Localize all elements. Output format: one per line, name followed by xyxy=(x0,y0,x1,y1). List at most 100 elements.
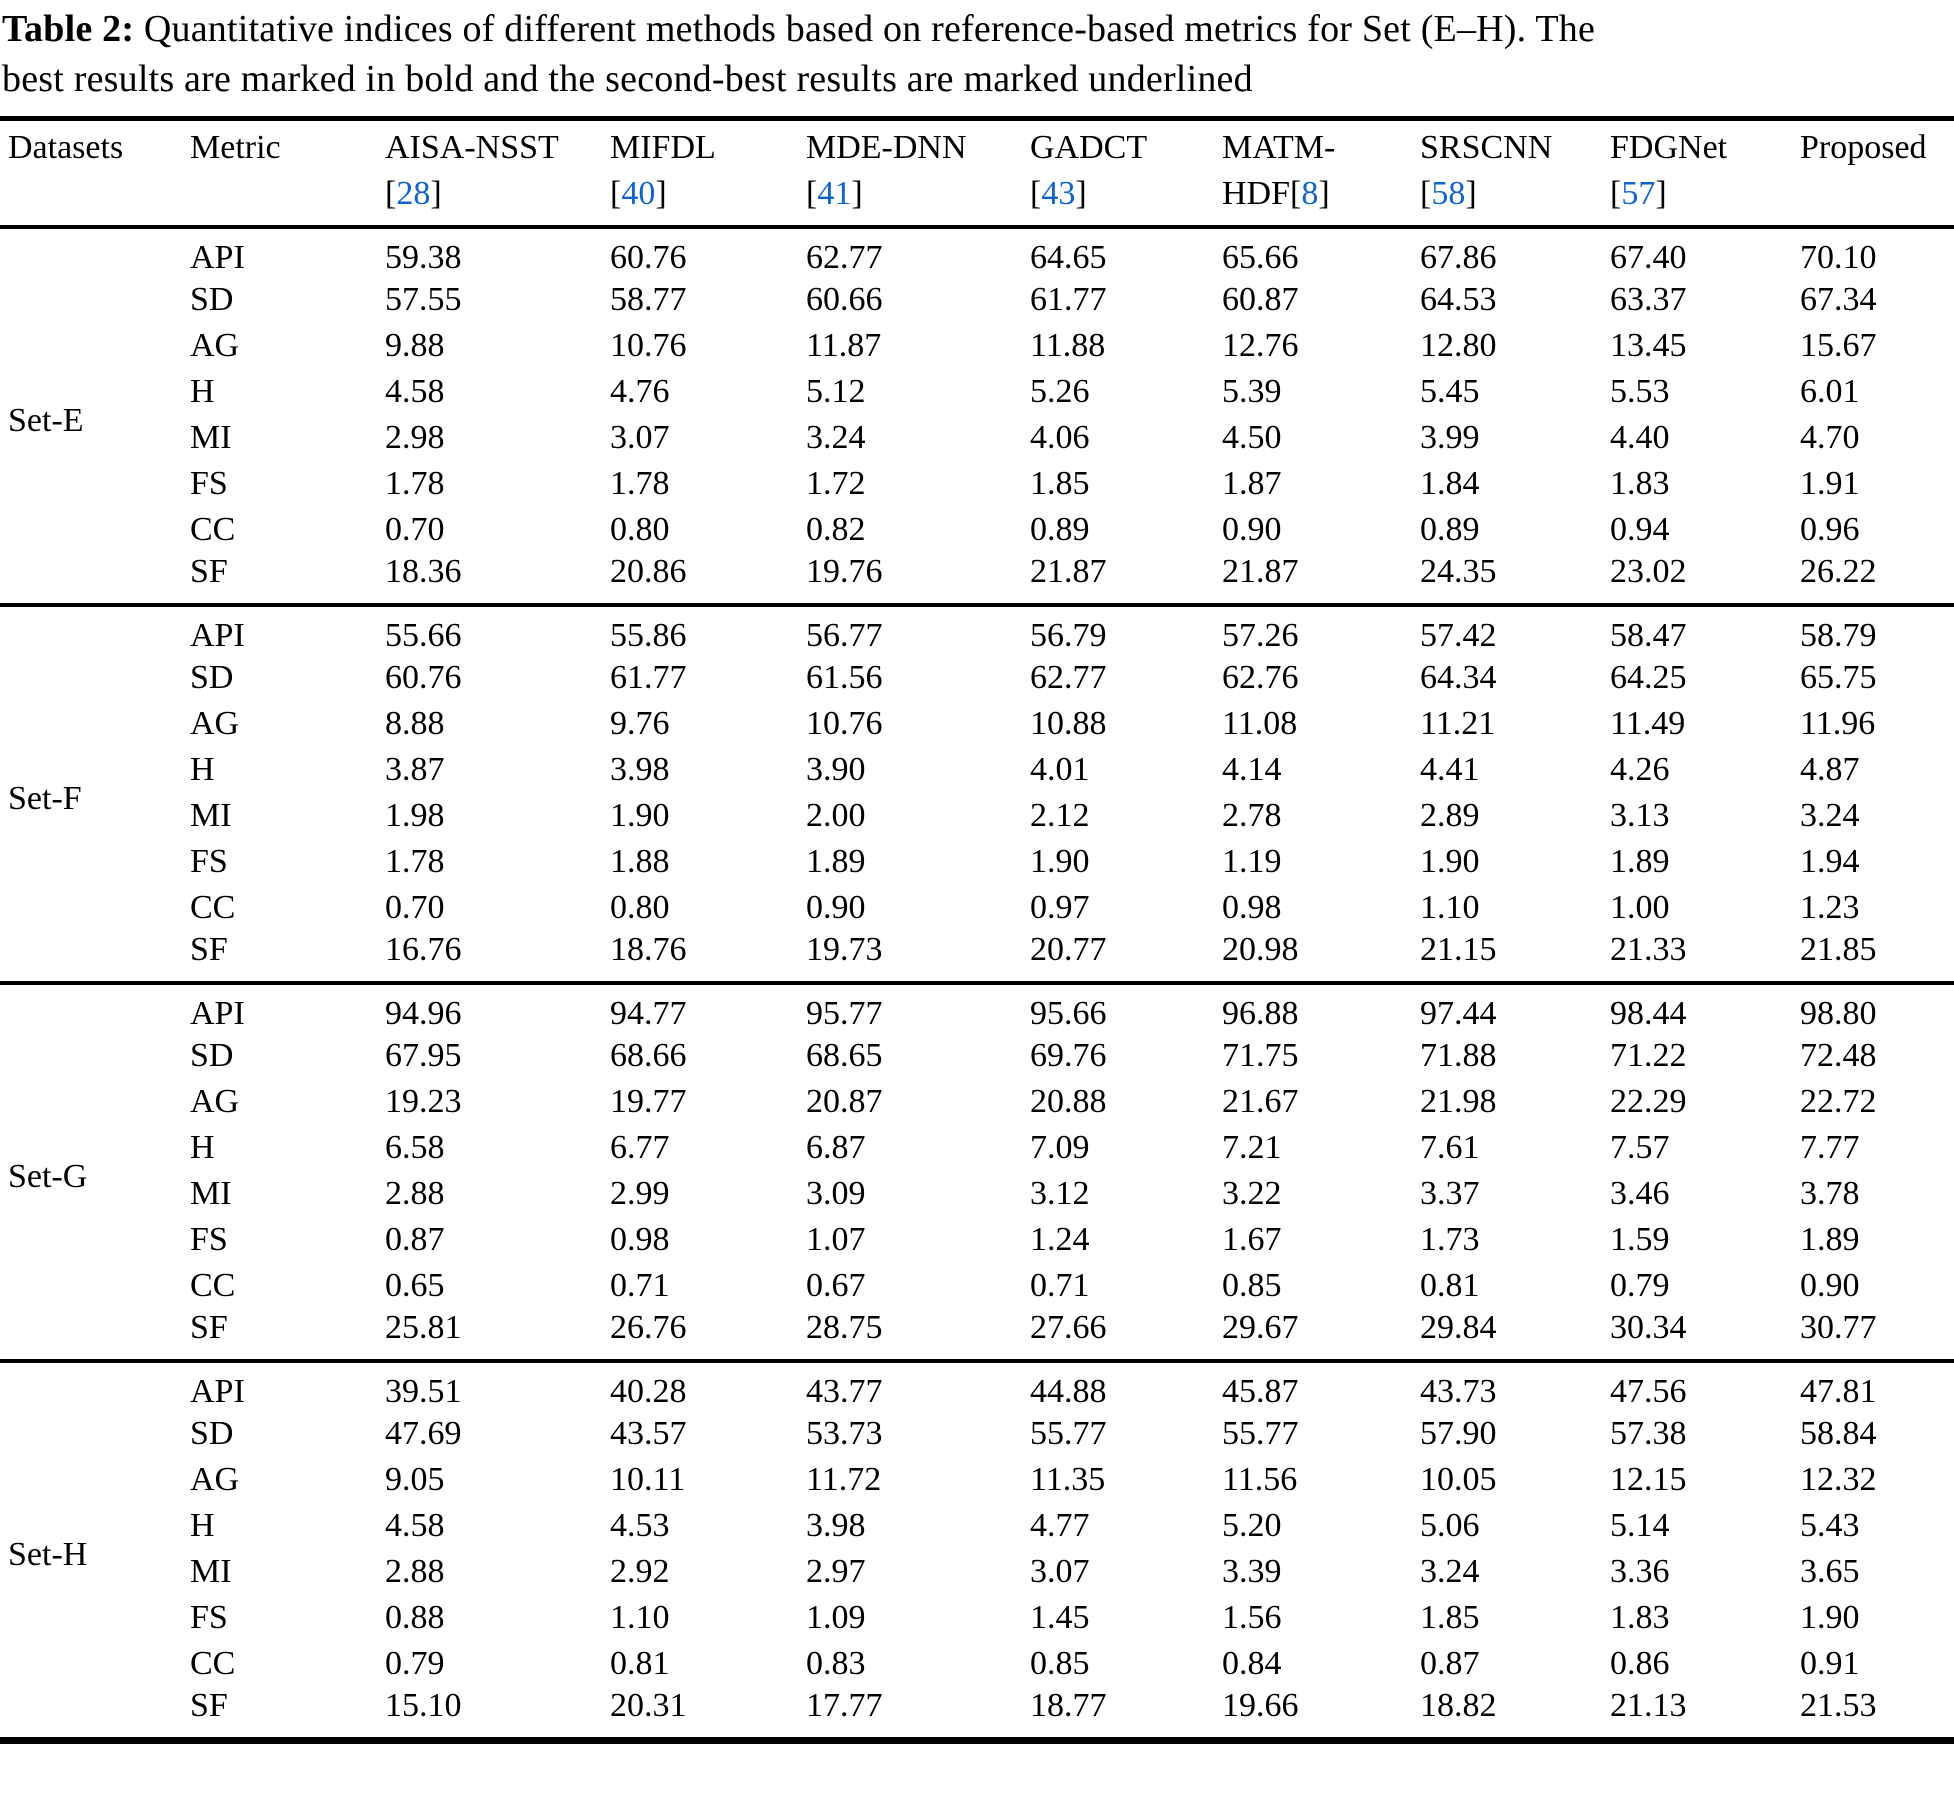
value-cell: 45.87 xyxy=(1222,1373,1299,1410)
value-cell: 67.34 xyxy=(1800,281,1877,318)
value-cell: 25.81 xyxy=(385,1309,462,1346)
value-cell: 3.78 xyxy=(1800,1175,1860,1212)
table-row: SD 57.55 58.77 60.66 61.77 60.87 64.53 63.37 67.… xyxy=(0,277,1954,323)
citation-bracket-open: [ xyxy=(806,175,818,212)
header-row: Datasets Metric AISA-NSST [28] MIFDL [40] MDE-… xyxy=(0,119,1954,228)
value-cell: 57.26 xyxy=(1222,617,1299,654)
value-cell: 1.10 xyxy=(610,1599,670,1636)
method-citation: [58] xyxy=(1420,171,1610,217)
value-cell: 58.77 xyxy=(610,281,687,318)
method-citation: [57] xyxy=(1610,171,1800,217)
value-cell: 21.15 xyxy=(1420,931,1497,968)
value-cell: 2.99 xyxy=(610,1175,670,1212)
value-cell: 0.90 xyxy=(1222,511,1282,548)
value-cell: 55.77 xyxy=(1030,1415,1107,1452)
value-cell: 8.88 xyxy=(385,705,445,742)
citation-link[interactable]: 43 xyxy=(1041,175,1076,212)
value-cell: 0.81 xyxy=(610,1645,670,1682)
value-cell: 53.73 xyxy=(806,1415,883,1452)
citation-link[interactable]: 41 xyxy=(817,175,852,212)
value-cell: 5.12 xyxy=(806,373,866,410)
table-row: FS 1.78 1.78 1.72 1.85 1.87 1.84 1.83 1.91 xyxy=(0,461,1954,507)
value-cell: 17.77 xyxy=(806,1687,883,1724)
value-cell: 3.22 xyxy=(1222,1175,1282,1212)
metric-label: FS xyxy=(190,465,228,502)
metric-label: CC xyxy=(190,1645,236,1682)
citation-link[interactable]: 57 xyxy=(1621,175,1656,212)
value-cell: 71.22 xyxy=(1610,1037,1687,1074)
value-cell: 18.36 xyxy=(385,553,462,590)
table-row: SF 18.36 20.86 19.76 21.87 21.87 24.35 23.02 26.… xyxy=(0,553,1954,605)
table-row: Set-F API 55.66 55.86 56.77 56.79 57.26 57.42 58… xyxy=(0,605,1954,817)
value-cell: 0.88 xyxy=(385,1599,445,1636)
metric-label: H xyxy=(190,1129,215,1166)
value-cell: 63.37 xyxy=(1610,281,1687,318)
value-cell: 1.89 xyxy=(806,843,866,880)
value-cell: 60.87 xyxy=(1222,281,1299,318)
value-cell: 3.87 xyxy=(385,751,445,788)
value-cell: 4.14 xyxy=(1222,751,1282,788)
value-cell: 67.86 xyxy=(1420,239,1497,276)
value-cell: 22.72 xyxy=(1800,1083,1877,1120)
citation-link[interactable]: 28 xyxy=(396,175,431,212)
value-cell: 61.56 xyxy=(806,659,883,696)
table-row: SD 67.95 68.66 68.65 69.76 71.75 71.88 71.22 72.… xyxy=(0,1033,1954,1079)
value-cell: 2.88 xyxy=(385,1175,445,1212)
col-header-mde-dnn: MDE-DNN [41] xyxy=(806,119,1030,228)
value-cell: 5.45 xyxy=(1420,373,1480,410)
value-cell: 12.32 xyxy=(1800,1461,1877,1498)
value-cell: 64.53 xyxy=(1420,281,1497,318)
dataset-label: Set-F xyxy=(8,780,82,817)
value-cell: 3.24 xyxy=(806,419,866,456)
value-cell: 10.88 xyxy=(1030,705,1107,742)
metric-label: FS xyxy=(190,1599,228,1636)
value-cell: 18.82 xyxy=(1420,1687,1497,1724)
value-cell: 0.80 xyxy=(610,889,670,926)
value-cell: 61.77 xyxy=(1030,281,1107,318)
table-row: MI 2.98 3.07 3.24 4.06 4.50 3.99 4.40 4.70 xyxy=(0,415,1954,461)
dataset-block-set-f: Set-F API 55.66 55.86 56.77 56.79 57.26 57.42 58… xyxy=(0,605,1954,983)
value-cell: 3.07 xyxy=(610,419,670,456)
value-cell: 70.10 xyxy=(1800,239,1877,276)
value-cell: 3.46 xyxy=(1610,1175,1670,1212)
method-name: MIFDL xyxy=(610,129,716,166)
value-cell: 1.78 xyxy=(610,465,670,502)
value-cell: 0.85 xyxy=(1222,1267,1282,1304)
citation-bracket-close: ] xyxy=(1075,175,1087,212)
value-cell: 1.89 xyxy=(1800,1221,1860,1258)
table-header: Datasets Metric AISA-NSST [28] MIFDL [40] MDE-… xyxy=(0,119,1954,228)
value-cell: 0.86 xyxy=(1610,1645,1670,1682)
value-cell: 67.95 xyxy=(385,1037,462,1074)
value-cell: 0.98 xyxy=(1222,889,1282,926)
value-cell: 26.76 xyxy=(610,1309,687,1346)
citation-link[interactable]: 58 xyxy=(1431,175,1466,212)
value-cell: 0.81 xyxy=(1420,1267,1480,1304)
value-cell: 1.91 xyxy=(1800,465,1860,502)
citation-link[interactable]: 40 xyxy=(621,175,656,212)
method-name: MATM- xyxy=(1222,129,1336,166)
table-row: SF 25.81 26.76 28.75 27.66 29.67 29.84 30.34 30.… xyxy=(0,1309,1954,1361)
table-caption: Table 2: Quantitative indices of differe… xyxy=(2,4,1954,104)
value-cell: 3.36 xyxy=(1610,1553,1670,1590)
citation-link[interactable]: 8 xyxy=(1301,175,1319,212)
value-cell: 68.65 xyxy=(806,1037,883,1074)
value-cell: 1.09 xyxy=(806,1599,866,1636)
value-cell: 39.51 xyxy=(385,1373,462,1410)
col-header-gadct: GADCT [43] xyxy=(1030,119,1222,228)
value-cell: 0.71 xyxy=(610,1267,670,1304)
value-cell: 11.56 xyxy=(1222,1461,1298,1498)
value-cell: 0.79 xyxy=(1610,1267,1670,1304)
value-cell: 65.66 xyxy=(1222,239,1299,276)
value-cell: 47.56 xyxy=(1610,1373,1687,1410)
value-cell: 23.02 xyxy=(1610,553,1687,590)
value-cell: 0.90 xyxy=(806,889,866,926)
value-cell: 40.28 xyxy=(610,1373,687,1410)
value-cell: 0.65 xyxy=(385,1267,445,1304)
metric-label: CC xyxy=(190,1267,236,1304)
table-row: AG 19.23 19.77 20.87 20.88 21.67 21.98 22.29 22.… xyxy=(0,1079,1954,1125)
value-cell: 0.97 xyxy=(1030,889,1090,926)
value-cell: 1.67 xyxy=(1222,1221,1282,1258)
value-cell: 0.79 xyxy=(385,1645,445,1682)
value-cell: 57.90 xyxy=(1420,1415,1497,1452)
value-cell: 2.78 xyxy=(1222,797,1282,834)
